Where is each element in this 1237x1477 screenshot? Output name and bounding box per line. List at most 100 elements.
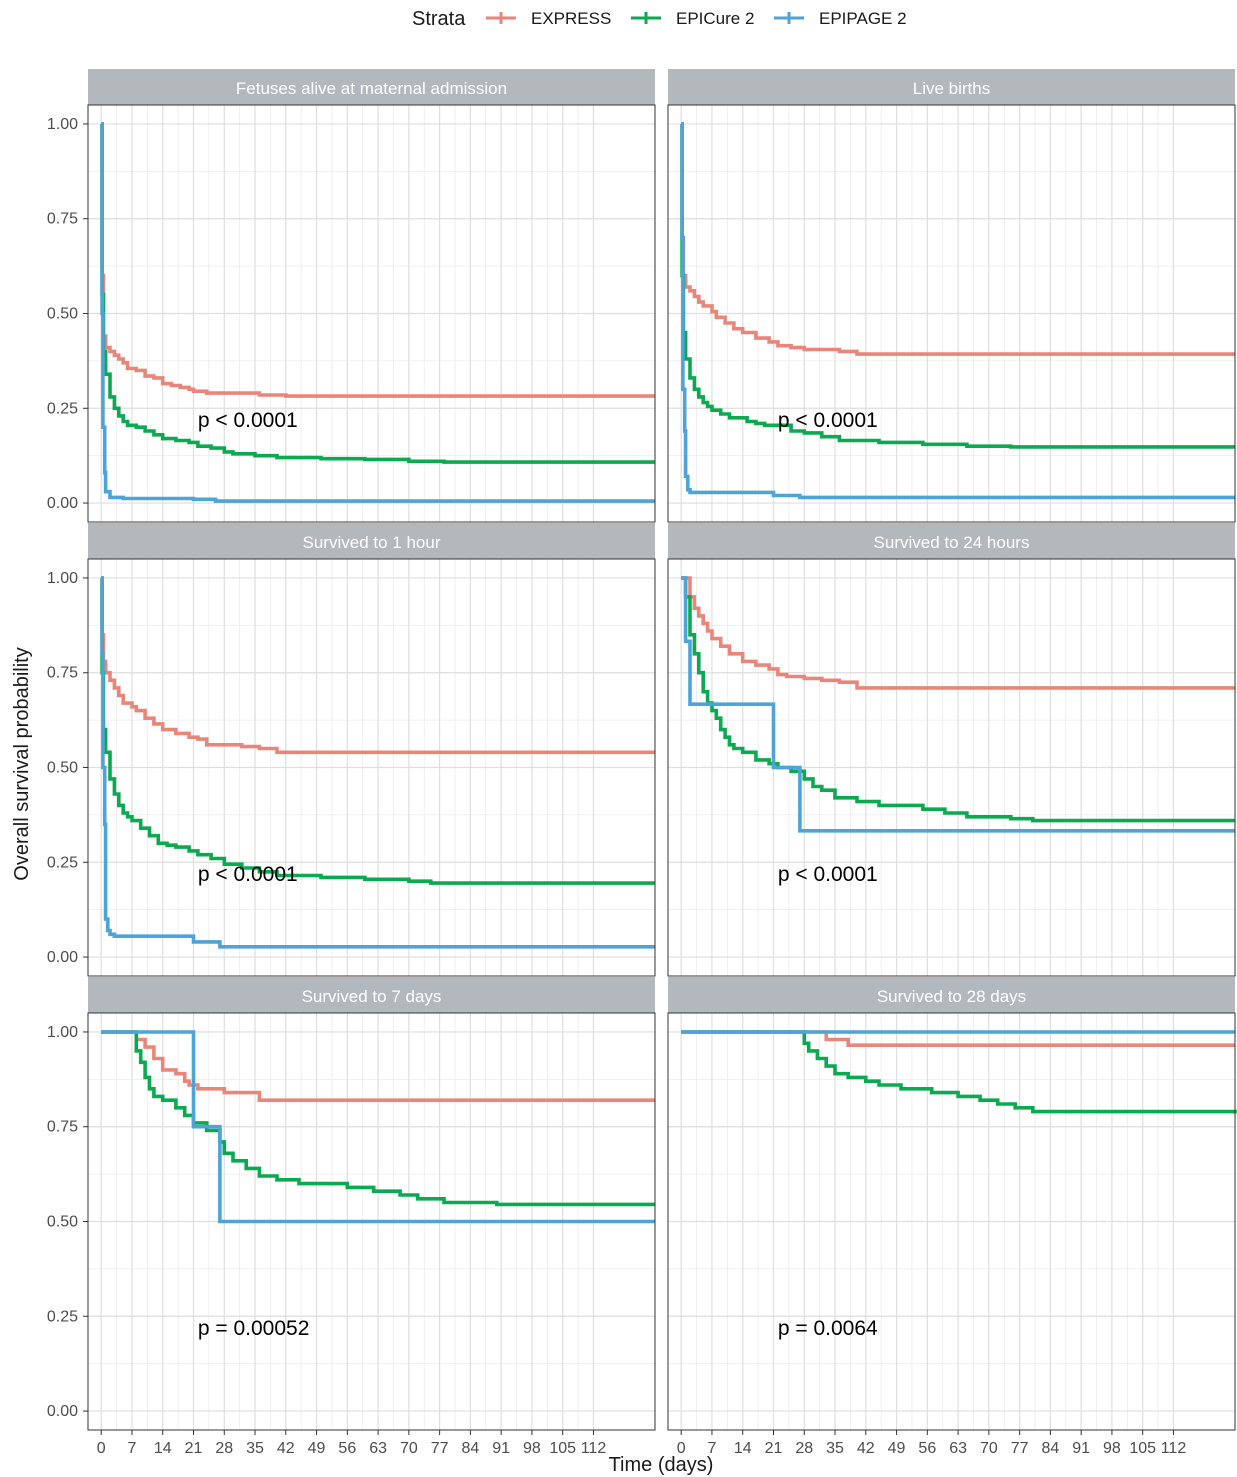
x-axis-title: Time (days) (609, 1454, 714, 1476)
y-tick-label: 1.00 (47, 1024, 78, 1041)
x-tick-label: 14 (154, 1440, 172, 1457)
panel: Live births p < 0.0001 (667, 69, 1236, 523)
panel: Survived to 1 hour 0.00 0.25 0.50 0.75 1.00 p … (47, 523, 656, 977)
y-axis-title: Overall survival probability (11, 647, 33, 880)
x-tick-label: 98 (1103, 1440, 1121, 1457)
survival-curve (681, 576, 1235, 690)
panel-strip (88, 977, 655, 1013)
x-tick-label: 56 (918, 1440, 936, 1457)
x-tick-label: 77 (1011, 1440, 1029, 1457)
y-tick-label: 0.00 (47, 1403, 78, 1420)
x-tick-label: 49 (308, 1440, 326, 1457)
legend-label: EPIPAGE 2 (819, 9, 907, 28)
x-tick-label: 63 (949, 1440, 967, 1457)
y-tick-label: 1.00 (47, 570, 78, 587)
panel-strip (88, 69, 655, 105)
panel-title: Survived to 1 hour (303, 533, 441, 552)
x-tick-label: 91 (1072, 1440, 1090, 1457)
panels: Fetuses alive at maternal admission 0.00 0… (47, 69, 1237, 1457)
panel: Survived to 28 days 0 7 14 21 28 35 42 49 56 63 70 7… (667, 977, 1237, 1457)
p-value-label: p = 0.0064 (778, 1317, 878, 1340)
x-tick-label: 112 (1161, 1440, 1187, 1457)
survival-curve (100, 576, 655, 755)
x-tick-label: 70 (980, 1440, 998, 1457)
survival-curve (681, 1030, 1237, 1114)
x-tick-label: 84 (1041, 1440, 1059, 1457)
x-tick-label: 0 (677, 1440, 686, 1457)
x-tick-label: 56 (338, 1440, 356, 1457)
x-tick-label: 0 (97, 1440, 106, 1457)
y-tick-label: 0.00 (47, 949, 78, 966)
y-tick-label: 0.25 (47, 1308, 78, 1325)
survival-curve (101, 1030, 655, 1102)
y-tick-label: 0.75 (47, 211, 78, 228)
survival-curve (680, 122, 1235, 500)
legend-label: EXPRESS (531, 9, 611, 28)
y-tick-label: 0.50 (47, 1214, 78, 1231)
p-value-label: p = 0.00052 (198, 1317, 310, 1340)
x-tick-label: 35 (246, 1440, 264, 1457)
panel-strip (668, 977, 1235, 1013)
grid (668, 1013, 1235, 1430)
panel-title: Survived to 28 days (877, 987, 1026, 1006)
legend-entry: EPICure 2 (631, 9, 754, 28)
panel-border (87, 558, 656, 977)
survival-curve (100, 122, 655, 503)
legend: Strata EXPRESS EPICure 2 EPIPAGE 2 (412, 8, 907, 30)
x-tick-label: 70 (400, 1440, 418, 1457)
legend-entry: EPIPAGE 2 (774, 9, 907, 28)
x-tick-label: 84 (461, 1440, 479, 1457)
y-tick-label: 1.00 (47, 116, 78, 133)
x-tick-label: 14 (734, 1440, 752, 1457)
panel-border (667, 1012, 1236, 1431)
p-value-label: p < 0.0001 (198, 409, 298, 432)
survival-curve (101, 1030, 655, 1224)
x-tick-label: 98 (523, 1440, 541, 1457)
legend-label: EPICure 2 (676, 9, 754, 28)
x-tick-label: 21 (765, 1440, 783, 1457)
x-tick-label: 112 (581, 1440, 607, 1457)
x-tick-label: 7 (708, 1440, 717, 1457)
panel-border (87, 104, 656, 523)
p-value-label: p < 0.0001 (778, 409, 878, 432)
legend-entry: EXPRESS (486, 9, 611, 28)
panel-strip (88, 523, 655, 559)
grid (668, 105, 1235, 522)
survival-curve (100, 576, 655, 885)
survival-curve (681, 576, 1235, 823)
panel-strip (668, 523, 1235, 559)
x-tick-label: 42 (857, 1440, 875, 1457)
x-tick-label: 42 (277, 1440, 295, 1457)
panel-strip (668, 69, 1235, 105)
x-tick-label: 35 (826, 1440, 844, 1457)
y-tick-label: 0.25 (47, 854, 78, 871)
survival-curve (100, 122, 655, 398)
panel-title: Fetuses alive at maternal admission (236, 79, 507, 98)
survival-curve (100, 122, 655, 464)
p-value-label: p < 0.0001 (778, 863, 878, 886)
survival-curve (680, 122, 1235, 356)
x-tick-label: 49 (888, 1440, 906, 1457)
x-tick-label: 21 (185, 1440, 203, 1457)
x-tick-label: 7 (128, 1440, 137, 1457)
panel-title: Survived to 24 hours (874, 533, 1030, 552)
panel-title: Live births (913, 79, 990, 98)
x-tick-label: 91 (492, 1440, 510, 1457)
y-tick-label: 0.50 (47, 760, 78, 777)
y-tick-label: 0.75 (47, 665, 78, 682)
panel-border (667, 104, 1236, 523)
y-tick-label: 0.75 (47, 1119, 78, 1136)
panel: Survived to 24 hours p < 0.0001 (667, 523, 1236, 977)
y-tick-label: 0.00 (47, 495, 78, 512)
x-tick-label: 63 (369, 1440, 387, 1457)
panel-border (87, 1012, 656, 1431)
y-tick-label: 0.25 (47, 400, 78, 417)
grid (668, 559, 1235, 976)
survival-curve (680, 122, 1235, 449)
panel-border (667, 558, 1236, 977)
survival-curve (681, 576, 1235, 833)
survival-curve (101, 1030, 655, 1207)
y-tick-label: 0.50 (47, 306, 78, 323)
x-tick-label: 28 (215, 1440, 233, 1457)
